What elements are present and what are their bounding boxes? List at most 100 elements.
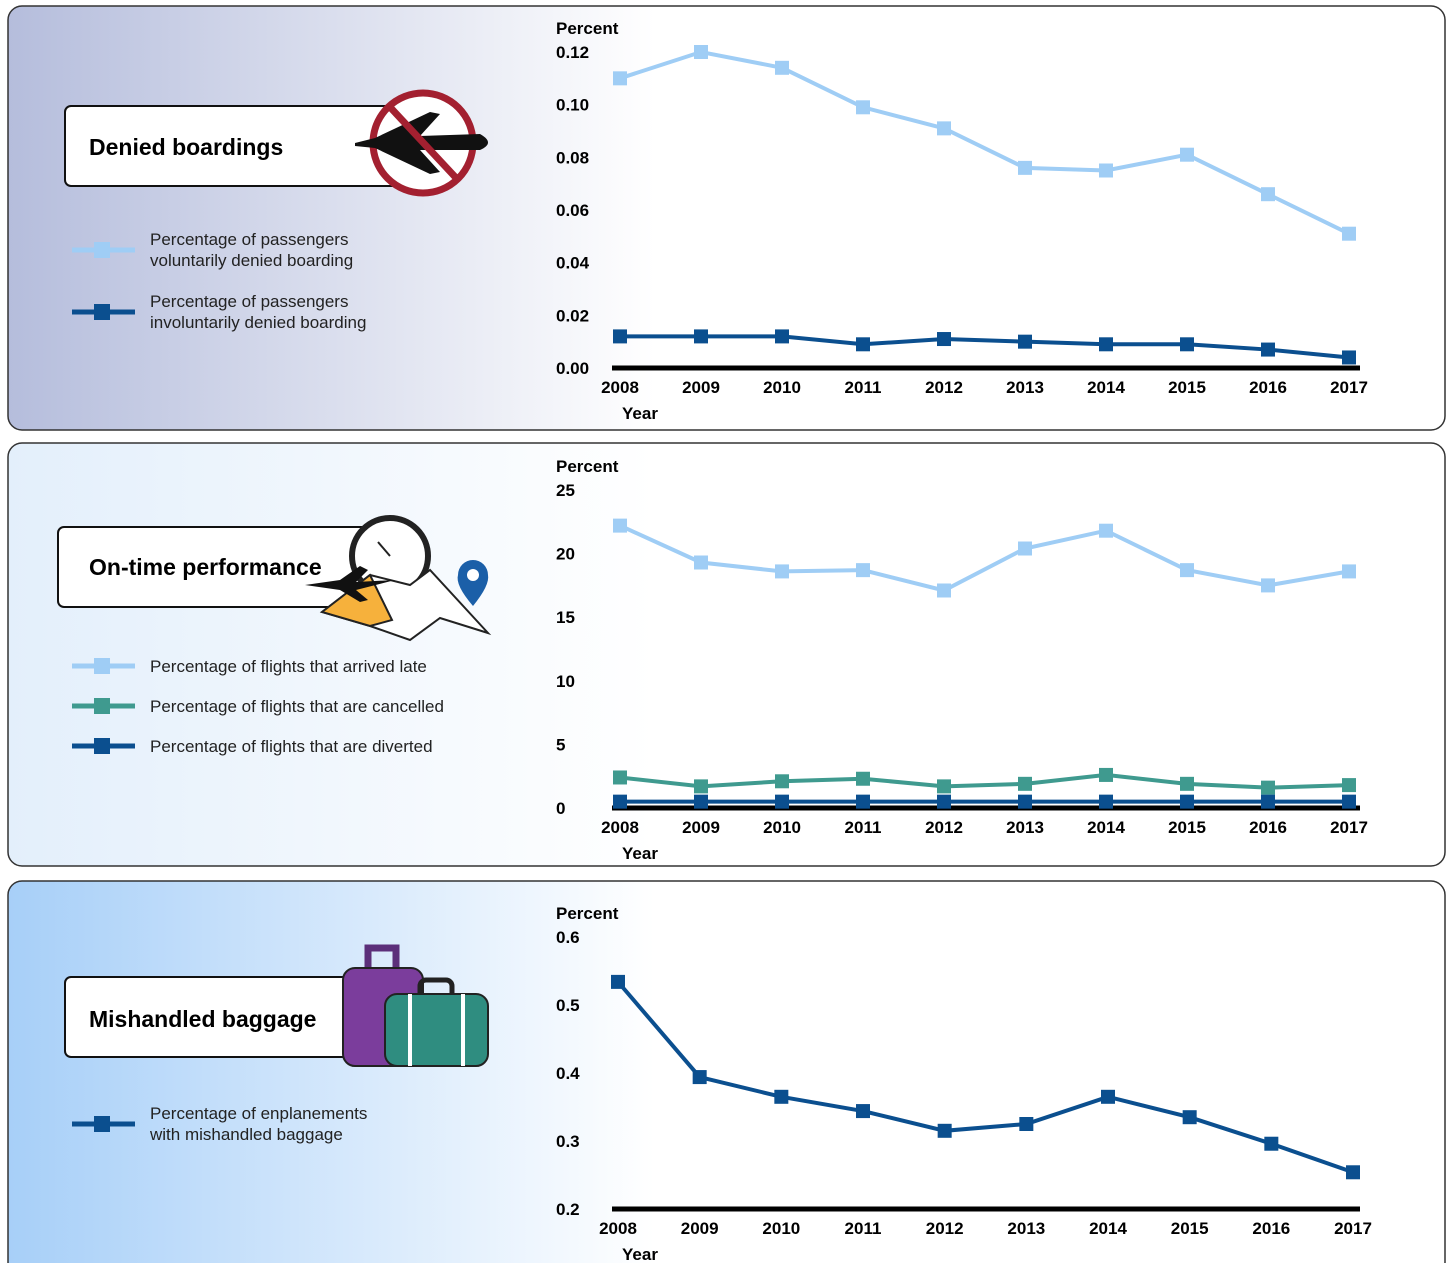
data-point: [1342, 794, 1356, 809]
data-point: [1018, 334, 1032, 349]
data-point: [937, 121, 951, 136]
legend-marker: [94, 658, 110, 674]
data-point: [856, 1104, 870, 1119]
x-axis-label: Year: [622, 1245, 658, 1263]
x-tick-label: 2011: [845, 818, 882, 837]
data-point: [856, 771, 870, 786]
x-tick-label: 2009: [682, 378, 720, 397]
x-tick-label: 2008: [601, 378, 639, 397]
series-line: [616, 980, 1354, 1175]
series-line: [619, 772, 1350, 790]
y-tick-label: 0.6: [556, 928, 580, 947]
x-tick-label: 2011: [845, 1219, 882, 1238]
x-tick-label: 2016: [1249, 378, 1287, 397]
data-point: [613, 518, 627, 533]
data-point: [1019, 1117, 1034, 1131]
x-tick-label: 2014: [1087, 818, 1125, 837]
data-point: [775, 794, 789, 809]
data-point: [1261, 578, 1275, 593]
data-point: [1342, 226, 1356, 241]
x-tick-label: 2017: [1330, 378, 1368, 397]
data-point: [1099, 794, 1113, 809]
data-point: [1180, 563, 1194, 578]
data-point: [1342, 778, 1356, 793]
x-tick-label: 2015: [1168, 818, 1206, 837]
data-point: [856, 100, 870, 115]
x-tick-label: 2013: [1007, 1219, 1045, 1238]
legend-text: Percentage of passengers voluntarily den…: [150, 230, 354, 270]
y-tick-label: 0.10: [556, 96, 589, 115]
y-tick-label: 0.4: [556, 1064, 580, 1083]
y-axis-label: Percent: [556, 904, 619, 923]
legend-text: Percentage of flights that are cancelled: [150, 696, 444, 716]
legend-marker: [94, 242, 110, 258]
panel-title: Denied boardings: [89, 134, 283, 160]
data-point: [774, 1089, 789, 1104]
y-tick-label: 0.08: [556, 148, 589, 167]
x-tick-label: 2012: [926, 1219, 964, 1238]
data-point: [613, 71, 627, 86]
data-point: [1180, 794, 1194, 809]
data-point: [1261, 794, 1275, 809]
data-point: [613, 329, 627, 344]
data-point: [937, 1123, 952, 1138]
data-point: [1180, 147, 1194, 162]
x-axis-label: Year: [622, 844, 658, 863]
x-axis-label: Year: [622, 404, 658, 423]
legend-item: Percentage of enplanements with mishandl…: [150, 1104, 368, 1144]
data-point: [937, 583, 951, 598]
y-tick-label: 10: [556, 672, 575, 691]
legend-text: Percentage of flights that are diverted: [150, 736, 433, 756]
x-tick-label: 2010: [762, 1219, 800, 1238]
x-tick-label: 2014: [1089, 1219, 1127, 1238]
data-point: [694, 779, 708, 794]
legend-item: Percentage of flights that are diverted: [150, 736, 433, 756]
data-point: [937, 332, 951, 347]
data-point: [937, 794, 951, 809]
legend-text: Percentage of passengers involuntarily d…: [150, 292, 367, 332]
x-tick-label: 2013: [1006, 378, 1044, 397]
x-tick-label: 2008: [601, 818, 639, 837]
x-tick-label: 2010: [763, 378, 801, 397]
data-point: [694, 45, 708, 59]
legend-item: Percentage of passengers involuntarily d…: [150, 292, 367, 332]
data-point: [1099, 163, 1113, 178]
data-point: [775, 774, 789, 789]
data-point: [692, 1070, 707, 1085]
legend-text: Percentage of flights that arrived late: [150, 656, 427, 676]
x-tick-label: 2012: [925, 378, 963, 397]
legend-text: Percentage of enplanements with mishandl…: [150, 1104, 368, 1144]
data-point: [1261, 187, 1275, 202]
y-axis-label: Percent: [556, 19, 619, 38]
y-tick-label: 0.02: [556, 306, 589, 325]
y-tick-label: 0.2: [556, 1200, 580, 1219]
legend-marker: [94, 738, 110, 754]
x-tick-label: 2015: [1168, 378, 1206, 397]
x-tick-label: 2017: [1330, 818, 1368, 837]
data-point: [1180, 337, 1194, 352]
y-tick-label: 25: [556, 481, 575, 500]
data-point: [856, 563, 870, 578]
data-point: [775, 564, 789, 579]
no-plane-icon: [355, 89, 488, 197]
x-tick-label: 2009: [682, 818, 720, 837]
data-point: [1018, 776, 1032, 791]
y-tick-label: 0.5: [556, 996, 580, 1015]
data-point: [1261, 342, 1275, 357]
data-point: [694, 329, 708, 344]
data-point: [1018, 541, 1032, 556]
x-tick-label: 2009: [681, 1219, 719, 1238]
baggage-icon: [342, 944, 489, 1067]
data-point: [1261, 780, 1275, 795]
data-point: [1018, 160, 1032, 175]
series-line: [620, 334, 1350, 360]
data-point: [694, 555, 708, 570]
y-tick-label: 0: [556, 799, 565, 818]
x-tick-label: 2008: [599, 1219, 637, 1238]
x-tick-label: 2017: [1334, 1219, 1372, 1238]
y-tick-label: 0.12: [556, 43, 589, 62]
legend-item: Percentage of flights that are cancelled: [150, 696, 444, 716]
data-point: [1180, 776, 1194, 791]
x-tick-label: 2011: [845, 378, 882, 397]
